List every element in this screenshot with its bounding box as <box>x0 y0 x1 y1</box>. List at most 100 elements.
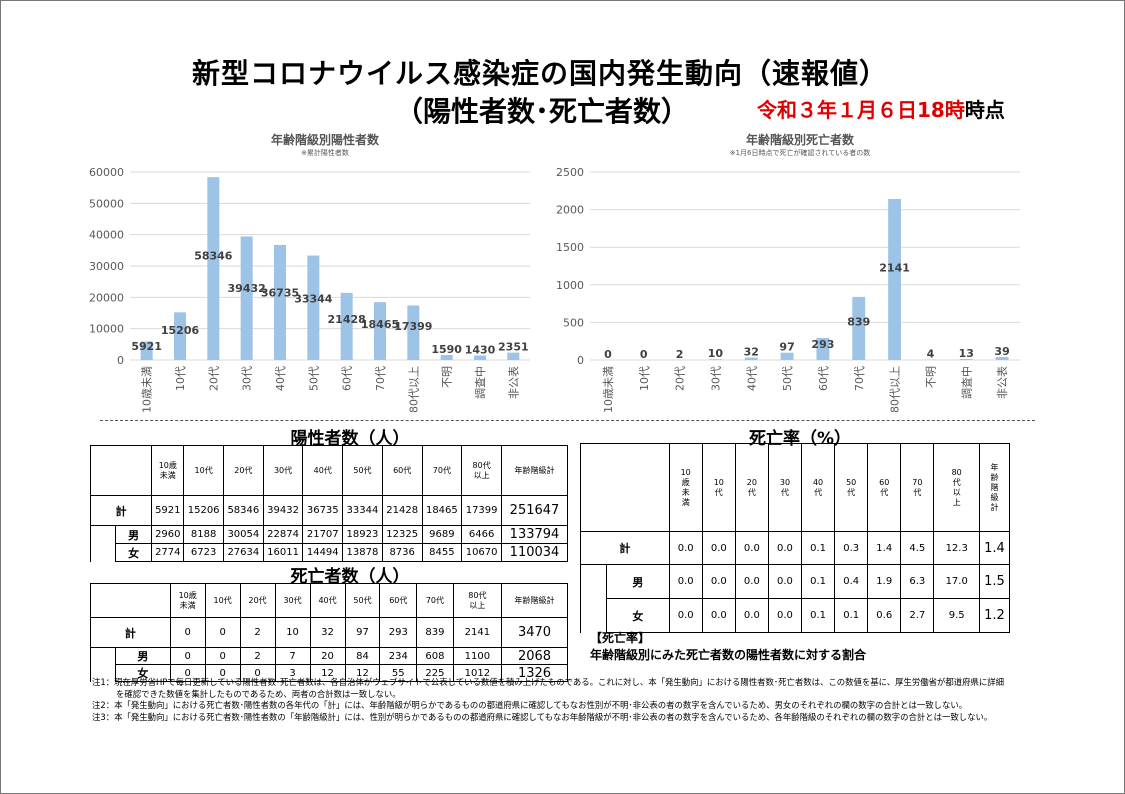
table-cell: 20 <box>309 647 346 665</box>
table-cell: 0.0 <box>767 598 803 633</box>
positive-bar <box>507 352 520 360</box>
positive-bar <box>474 355 486 360</box>
table-row: 計 0 0 2 10 32 97 293 839 2141 3470 <box>90 617 568 648</box>
table-cell: 0.3 <box>834 531 869 565</box>
table-cell: 22874 <box>262 525 304 544</box>
column-header: 20 代 <box>734 443 769 532</box>
positive-xtick-label: 70代 <box>374 366 387 391</box>
row-label: 女 <box>114 543 153 562</box>
table-cell: 1.5 <box>979 564 1010 599</box>
table-cell: 15206 <box>183 495 224 526</box>
row-indent <box>580 598 607 633</box>
column-header: 60代 <box>381 445 423 496</box>
table-cell: 39432 <box>262 495 304 526</box>
table-cell: 0.1 <box>801 564 836 599</box>
table-cell: 17399 <box>461 495 502 526</box>
table-cell: 4.5 <box>900 531 935 565</box>
table-cell: 2.7 <box>900 598 935 633</box>
table-cell: 6723 <box>183 543 224 562</box>
death-bar <box>816 337 830 360</box>
footnote-3: 注3：本「発生動向」における死亡者数･陽性者数の「年齢階級計」には、性別が明らか… <box>92 711 993 722</box>
table-cell: 2141 <box>452 617 503 648</box>
header-row: 10歳 未満 10代 20代 30代 40代 50代 60代 70代 80代 以上 年齢階級計 <box>90 583 568 618</box>
death-bar <box>995 357 1009 360</box>
death-data-label: 293 <box>811 338 834 351</box>
table-cell: 2774 <box>151 543 185 562</box>
row-label: 女 <box>606 598 670 633</box>
table-cell: 1.9 <box>867 564 902 599</box>
death-xtick-label: 非公表 <box>995 366 1009 399</box>
column-header: 20代 <box>239 583 276 618</box>
table-cell: 1012 <box>452 664 503 682</box>
column-header: 30代 <box>262 445 304 496</box>
positive-xtick-label: 40代 <box>274 366 287 391</box>
table-cell: 97 <box>344 617 381 648</box>
death-xtick-label: 30代 <box>709 366 722 391</box>
table-cell: 0.1 <box>834 598 869 633</box>
table-cell: 8736 <box>381 543 423 562</box>
death-bar <box>744 357 758 360</box>
row-indent <box>90 525 116 544</box>
table-cell: 0.1 <box>801 531 836 565</box>
table-cell: 33344 <box>342 495 383 526</box>
positive-bar <box>140 341 153 360</box>
column-header: 10代 <box>204 583 241 618</box>
table-cell: 8188 <box>183 525 224 544</box>
positive-xtick-label: 50代 <box>307 366 320 391</box>
column-header: 10 代 <box>701 443 736 532</box>
table-cell: 2068 <box>501 647 568 665</box>
table-cell: 0.1 <box>801 598 836 633</box>
column-header: 70 代 <box>900 443 935 532</box>
positive-ytick-label: 50000 <box>89 197 124 210</box>
rate-table: 10 歳 未 満 10 代 20 代 30 代 40 代 50 代 60 代 70 代 80 代… <box>580 443 1010 633</box>
table-cell: 14494 <box>302 543 344 562</box>
death-xtick-label: 20代 <box>674 366 687 391</box>
death-data-label: 0 <box>640 348 648 361</box>
table-cell: 0.0 <box>668 564 703 599</box>
table-cell: 251647 <box>501 495 568 526</box>
positive-ytick-label: 20000 <box>89 291 124 304</box>
table-cell: 13878 <box>342 543 383 562</box>
row-indent <box>580 564 607 599</box>
column-header: 10代 <box>183 445 224 496</box>
footnotes: 注1：現在厚労省HPで毎日更新している陽性者数･死亡者数は、各自治体がウェブサイ… <box>92 677 1012 723</box>
column-header: 10歳 未満 <box>151 445 185 496</box>
death-data-label: 32 <box>744 346 759 359</box>
death-ytick-label: 500 <box>563 316 584 329</box>
table-cell: 7 <box>274 647 311 665</box>
row-indent <box>90 543 116 562</box>
table-cell: 36735 <box>302 495 344 526</box>
column-header: 40代 <box>309 583 346 618</box>
column-header: 年齢階級計 <box>501 583 568 618</box>
row-label: 男 <box>115 647 171 665</box>
positive-bar <box>374 302 386 360</box>
date-prefix: 令和３年１月６日 <box>757 98 917 122</box>
death-bar <box>852 296 866 360</box>
death-xtick-label: 40代 <box>745 366 758 391</box>
table-cell: 17.0 <box>933 564 980 599</box>
table-row: 女 2774 6723 27634 16011 14494 13878 8736 8455 106… <box>90 543 568 562</box>
positive-data-label: 5921 <box>131 340 162 353</box>
rate-note-heading: 【死亡率】 <box>590 631 651 645</box>
death-xtick-label: 10代 <box>638 366 651 391</box>
column-header: 80 代 以 上 <box>933 443 980 532</box>
positive-bar <box>174 312 186 360</box>
column-header: 30 代 <box>767 443 803 532</box>
table-cell: 0 <box>204 647 241 665</box>
table-cell: 0.0 <box>734 598 769 633</box>
table-row: 女 0.0 0.0 0.0 0.0 0.1 0.1 0.6 2.7 9.5 1.2 <box>580 598 1010 633</box>
table-row: 男 0 0 2 7 20 84 234 608 1100 2068 <box>90 647 568 665</box>
positive-bar <box>307 255 320 360</box>
death-data-label: 2 <box>676 348 684 361</box>
death-xtick-label: 70代 <box>853 366 866 391</box>
death-data-label: 10 <box>708 347 724 360</box>
header-corner <box>89 445 153 496</box>
page-subtitle: （陽性者数･死亡者数） <box>395 95 690 128</box>
table-row: 計 0.0 0.0 0.0 0.0 0.1 0.3 1.4 4.5 12.3 1.4 <box>580 531 1010 565</box>
table-cell: 0 <box>169 664 206 682</box>
positive-xtick-label: 10歳未満 <box>141 366 154 413</box>
death-data-label: 13 <box>959 347 974 360</box>
rate-note: 【死亡率】 年齢階級別にみた死亡者数の陽性者数に対する割合 <box>590 630 866 664</box>
positive-data-label: 21428 <box>328 313 366 326</box>
table-cell: 1.4 <box>979 531 1010 565</box>
